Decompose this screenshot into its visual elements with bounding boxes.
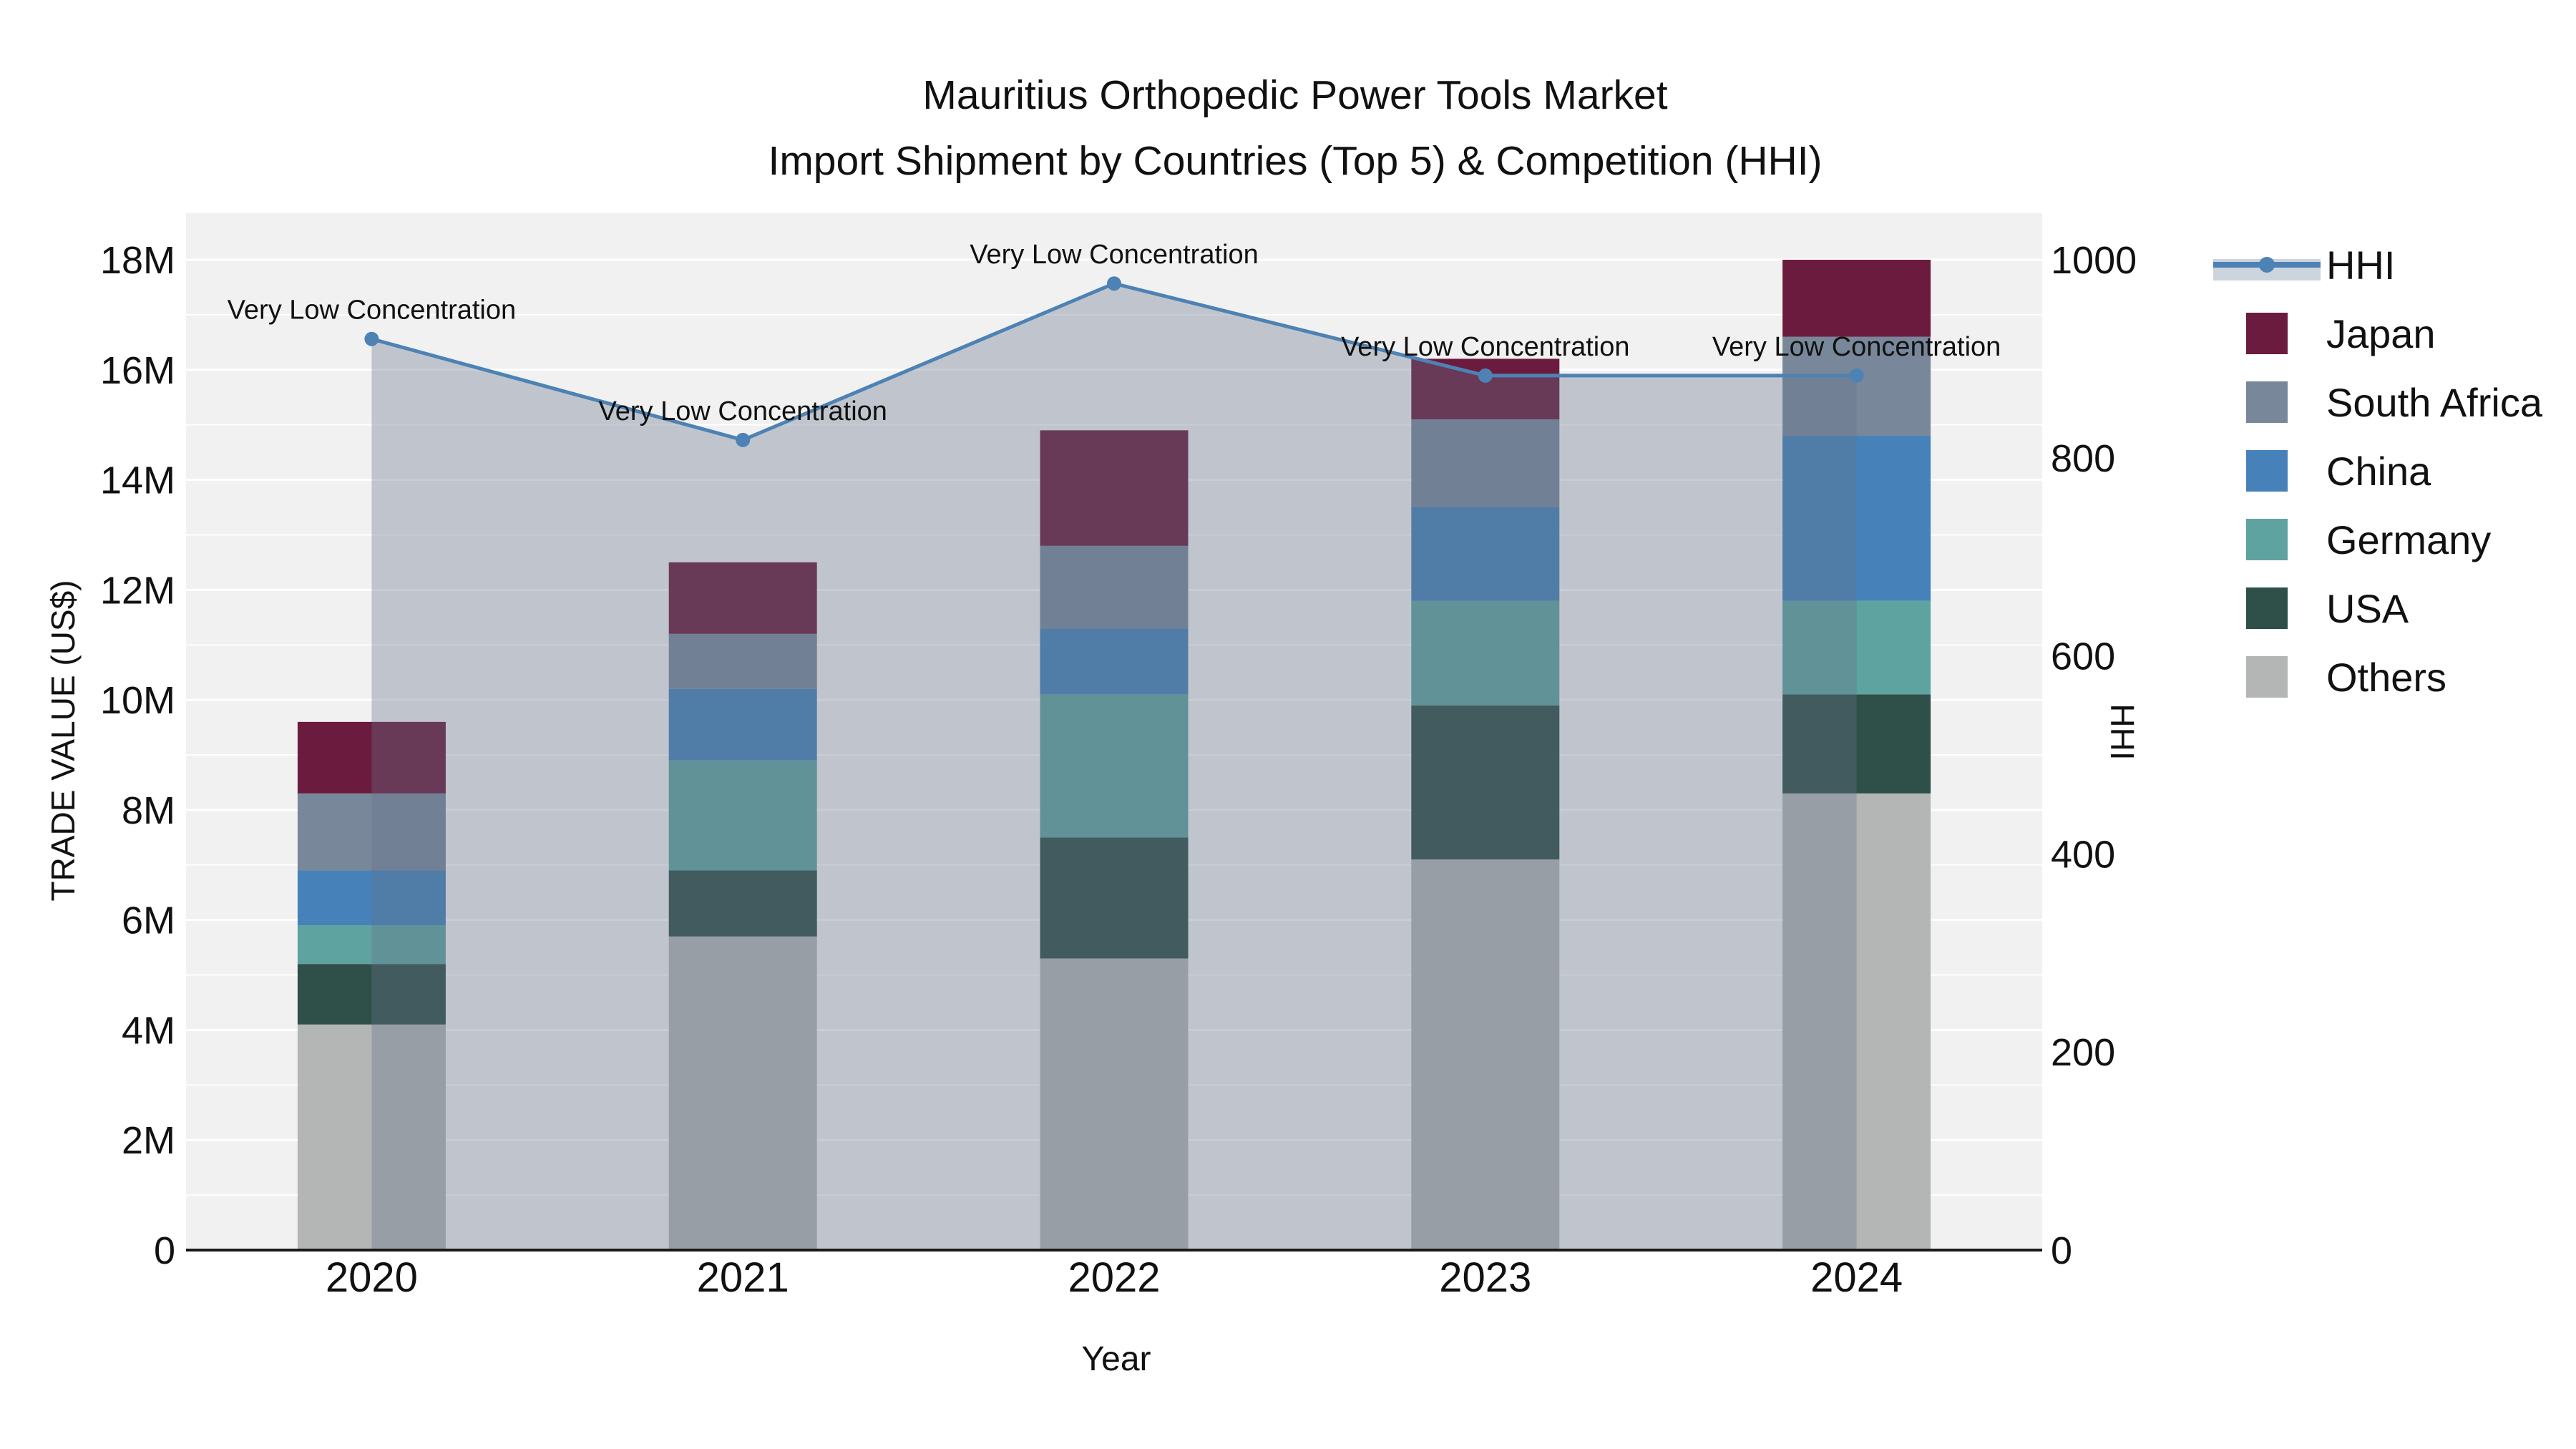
y-right-tick-label: 0 xyxy=(2051,1229,2072,1272)
y-left-tick-label: 0 xyxy=(154,1229,175,1272)
annotation-2020: Very Low Concentration xyxy=(228,296,516,326)
bar-segment-south-africa-2021[interactable] xyxy=(668,633,817,689)
y-left-tick-label: 8M xyxy=(122,789,175,832)
annotation-2022: Very Low Concentration xyxy=(970,240,1258,270)
hhi-marker-2020[interactable] xyxy=(364,331,379,346)
x-tick-label-2021: 2021 xyxy=(697,1254,789,1301)
bar-segment-others-2022[interactable] xyxy=(1040,958,1189,1250)
germany-swatch xyxy=(2246,519,2288,560)
bar-segment-germany-2023[interactable] xyxy=(1411,600,1560,706)
x-tick-label-2023: 2023 xyxy=(1439,1254,1531,1301)
legend-item-others[interactable]: Others xyxy=(2207,643,2542,711)
bar-segment-japan-2024[interactable] xyxy=(1782,260,1931,337)
x-tick-label-2020: 2020 xyxy=(326,1254,418,1301)
legend-item-hhi[interactable]: HHI xyxy=(2207,230,2542,299)
y-left-tick-label: 10M xyxy=(100,679,175,722)
bar-segment-south-africa-2024[interactable] xyxy=(1782,336,1931,436)
y-right-tick-label: 400 xyxy=(2051,833,2115,876)
legend-label-germany: Germany xyxy=(2326,517,2492,562)
bar-segment-usa-2021[interactable] xyxy=(668,870,817,937)
legend-label-usa: USA xyxy=(2326,585,2409,631)
chart-title-line1: Mauritius Orthopedic Power Tools Market xyxy=(922,72,1668,118)
hhi-area-fill xyxy=(371,283,1857,1250)
legend-label-south-africa: South Africa xyxy=(2326,379,2542,425)
bar-segment-usa-2023[interactable] xyxy=(1411,705,1560,860)
bar-segment-south-africa-2023[interactable] xyxy=(1411,419,1560,507)
y-left-tick-label: 2M xyxy=(122,1119,175,1162)
bar-segment-others-2023[interactable] xyxy=(1411,859,1560,1250)
hhi-marker-2022[interactable] xyxy=(1107,276,1121,291)
bar-segment-others-2024[interactable] xyxy=(1782,793,1931,1250)
x-tick-label-2022: 2022 xyxy=(1068,1254,1160,1301)
japan-swatch xyxy=(2246,313,2288,354)
bar-segment-south-africa-2020[interactable] xyxy=(297,793,446,871)
hhi-line-swatch xyxy=(2207,230,2326,299)
y-axis-title-right: HHI xyxy=(2104,703,2141,761)
hhi-marker-sample xyxy=(2259,257,2275,273)
legend-label-others: Others xyxy=(2326,654,2447,700)
annotation-2023: Very Low Concentration xyxy=(1341,332,1629,362)
legend-item-china[interactable]: China xyxy=(2207,436,2542,505)
chart-title-line2: Import Shipment by Countries (Top 5) & C… xyxy=(768,138,1823,184)
south-africa-swatch xyxy=(2246,381,2288,423)
bar-segment-others-2020[interactable] xyxy=(297,1024,446,1250)
bar-segment-japan-2022[interactable] xyxy=(1040,430,1189,546)
bar-segment-china-2021[interactable] xyxy=(668,688,817,761)
bar-segment-others-2021[interactable] xyxy=(668,936,817,1250)
y-left-tick-label: 12M xyxy=(100,569,175,612)
china-swatch xyxy=(2246,450,2288,492)
bar-segment-japan-2021[interactable] xyxy=(668,562,817,634)
legend-item-usa[interactable]: USA xyxy=(2207,574,2542,643)
y-left-tick-label: 6M xyxy=(122,899,175,942)
bar-segment-usa-2024[interactable] xyxy=(1782,694,1931,794)
bar-segment-south-africa-2022[interactable] xyxy=(1040,545,1189,629)
legend-label-china: China xyxy=(2326,448,2431,494)
bar-segment-germany-2022[interactable] xyxy=(1040,694,1189,838)
x-tick-label-2024: 2024 xyxy=(1810,1254,1903,1301)
y-right-tick-label: 200 xyxy=(2051,1031,2115,1074)
y-right-tick-label: 600 xyxy=(2051,635,2115,678)
y-left-tick-label: 4M xyxy=(122,1009,175,1052)
legend-label-hhi: HHI xyxy=(2326,242,2396,288)
bar-segment-usa-2020[interactable] xyxy=(297,964,446,1025)
x-axis-title: Year xyxy=(1081,1340,1151,1378)
usa-swatch xyxy=(2246,587,2288,629)
legend: HHI Japan South Africa China Germany USA… xyxy=(2207,230,2542,711)
bar-segment-china-2020[interactable] xyxy=(297,870,446,926)
annotation-2024: Very Low Concentration xyxy=(1712,332,2001,362)
bar-segment-japan-2020[interactable] xyxy=(297,721,446,794)
hhi-marker-2023[interactable] xyxy=(1478,368,1493,383)
legend-item-south-africa[interactable]: South Africa xyxy=(2207,368,2542,436)
bar-segment-china-2024[interactable] xyxy=(1782,436,1931,601)
y-left-tick-label: 14M xyxy=(100,459,175,502)
hhi-marker-2024[interactable] xyxy=(1849,368,1864,383)
legend-item-germany[interactable]: Germany xyxy=(2207,505,2542,574)
bar-segment-germany-2021[interactable] xyxy=(668,760,817,871)
y-right-tick-label: 800 xyxy=(2051,437,2115,480)
hhi-marker-2021[interactable] xyxy=(736,432,751,447)
bar-segment-china-2022[interactable] xyxy=(1040,628,1189,695)
legend-label-japan: Japan xyxy=(2326,311,2436,356)
y-left-tick-label: 16M xyxy=(100,349,175,392)
legend-item-japan[interactable]: Japan xyxy=(2207,299,2542,368)
bar-segment-germany-2020[interactable] xyxy=(297,925,446,965)
y-right-tick-label: 1000 xyxy=(2051,239,2137,282)
bar-segment-china-2023[interactable] xyxy=(1411,507,1560,601)
annotation-2021: Very Low Concentration xyxy=(598,396,887,426)
others-swatch xyxy=(2246,656,2288,698)
y-axis-title-left: TRADE VALUE (US$) xyxy=(44,580,82,902)
y-left-tick-label: 18M xyxy=(100,239,175,282)
bar-segment-germany-2024[interactable] xyxy=(1782,600,1931,695)
bar-segment-usa-2022[interactable] xyxy=(1040,837,1189,959)
